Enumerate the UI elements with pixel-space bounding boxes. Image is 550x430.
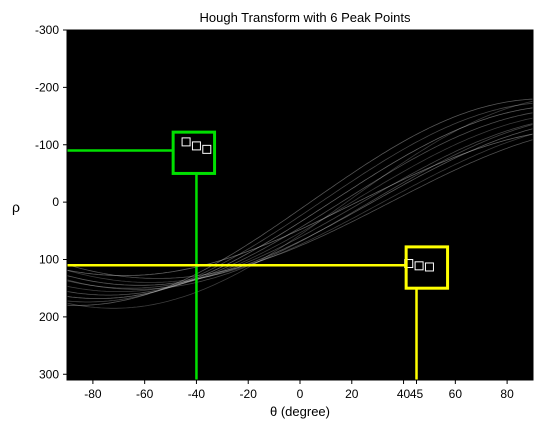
y-tick-label: 300 bbox=[39, 367, 59, 381]
x-tick-label: -80 bbox=[84, 387, 102, 401]
y-axis-label: ρ bbox=[12, 199, 20, 215]
peak-marker bbox=[181, 137, 191, 147]
hough-curve bbox=[66, 107, 534, 299]
y-tick-label: -100 bbox=[35, 138, 59, 152]
y-tick-label: -200 bbox=[35, 80, 59, 94]
hough-curve bbox=[66, 98, 534, 306]
hough-curve bbox=[66, 112, 534, 296]
chart-title: Hough Transform with 6 Peak Points bbox=[200, 10, 411, 25]
highlight-box bbox=[404, 245, 450, 290]
peak-marker bbox=[202, 144, 212, 154]
hough-curve bbox=[66, 117, 534, 292]
hough-curve bbox=[66, 133, 534, 276]
x-tick-label: -60 bbox=[136, 387, 154, 401]
hough-curve bbox=[66, 139, 534, 279]
hough-curve bbox=[66, 100, 534, 309]
hough-curve bbox=[66, 128, 534, 286]
x-tick-label: -40 bbox=[188, 387, 206, 401]
hough-curve bbox=[66, 102, 534, 303]
x-tick-label: 40 bbox=[397, 387, 411, 401]
peak-marker bbox=[424, 262, 434, 272]
peak-marker bbox=[191, 141, 201, 151]
x-tick-label: 80 bbox=[500, 387, 514, 401]
y-tick-label: 200 bbox=[39, 310, 59, 324]
x-tick-label: 45 bbox=[410, 387, 424, 401]
x-tick-label: 0 bbox=[297, 387, 304, 401]
peak-highlights bbox=[67, 130, 450, 380]
x-tick-label: -20 bbox=[240, 387, 258, 401]
y-tick-label: -300 bbox=[35, 23, 59, 37]
highlight-box bbox=[171, 130, 217, 175]
x-axis-label: θ (degree) bbox=[270, 404, 330, 419]
axes: -80 -60 -40 -20 0 20 40 45 60 80-300-200-10001002… bbox=[35, 23, 534, 401]
y-tick-label: 0 bbox=[52, 195, 59, 209]
hough-curves bbox=[66, 98, 534, 309]
y-tick-label: 100 bbox=[39, 253, 59, 267]
hough-curve bbox=[66, 123, 534, 289]
peak-markers bbox=[181, 137, 434, 272]
plot-area bbox=[67, 30, 533, 380]
hough-curve bbox=[66, 124, 534, 290]
hough-curve bbox=[66, 133, 534, 283]
peak-marker bbox=[414, 261, 424, 271]
x-tick-label: 60 bbox=[449, 387, 463, 401]
x-tick-label: 20 bbox=[345, 387, 359, 401]
